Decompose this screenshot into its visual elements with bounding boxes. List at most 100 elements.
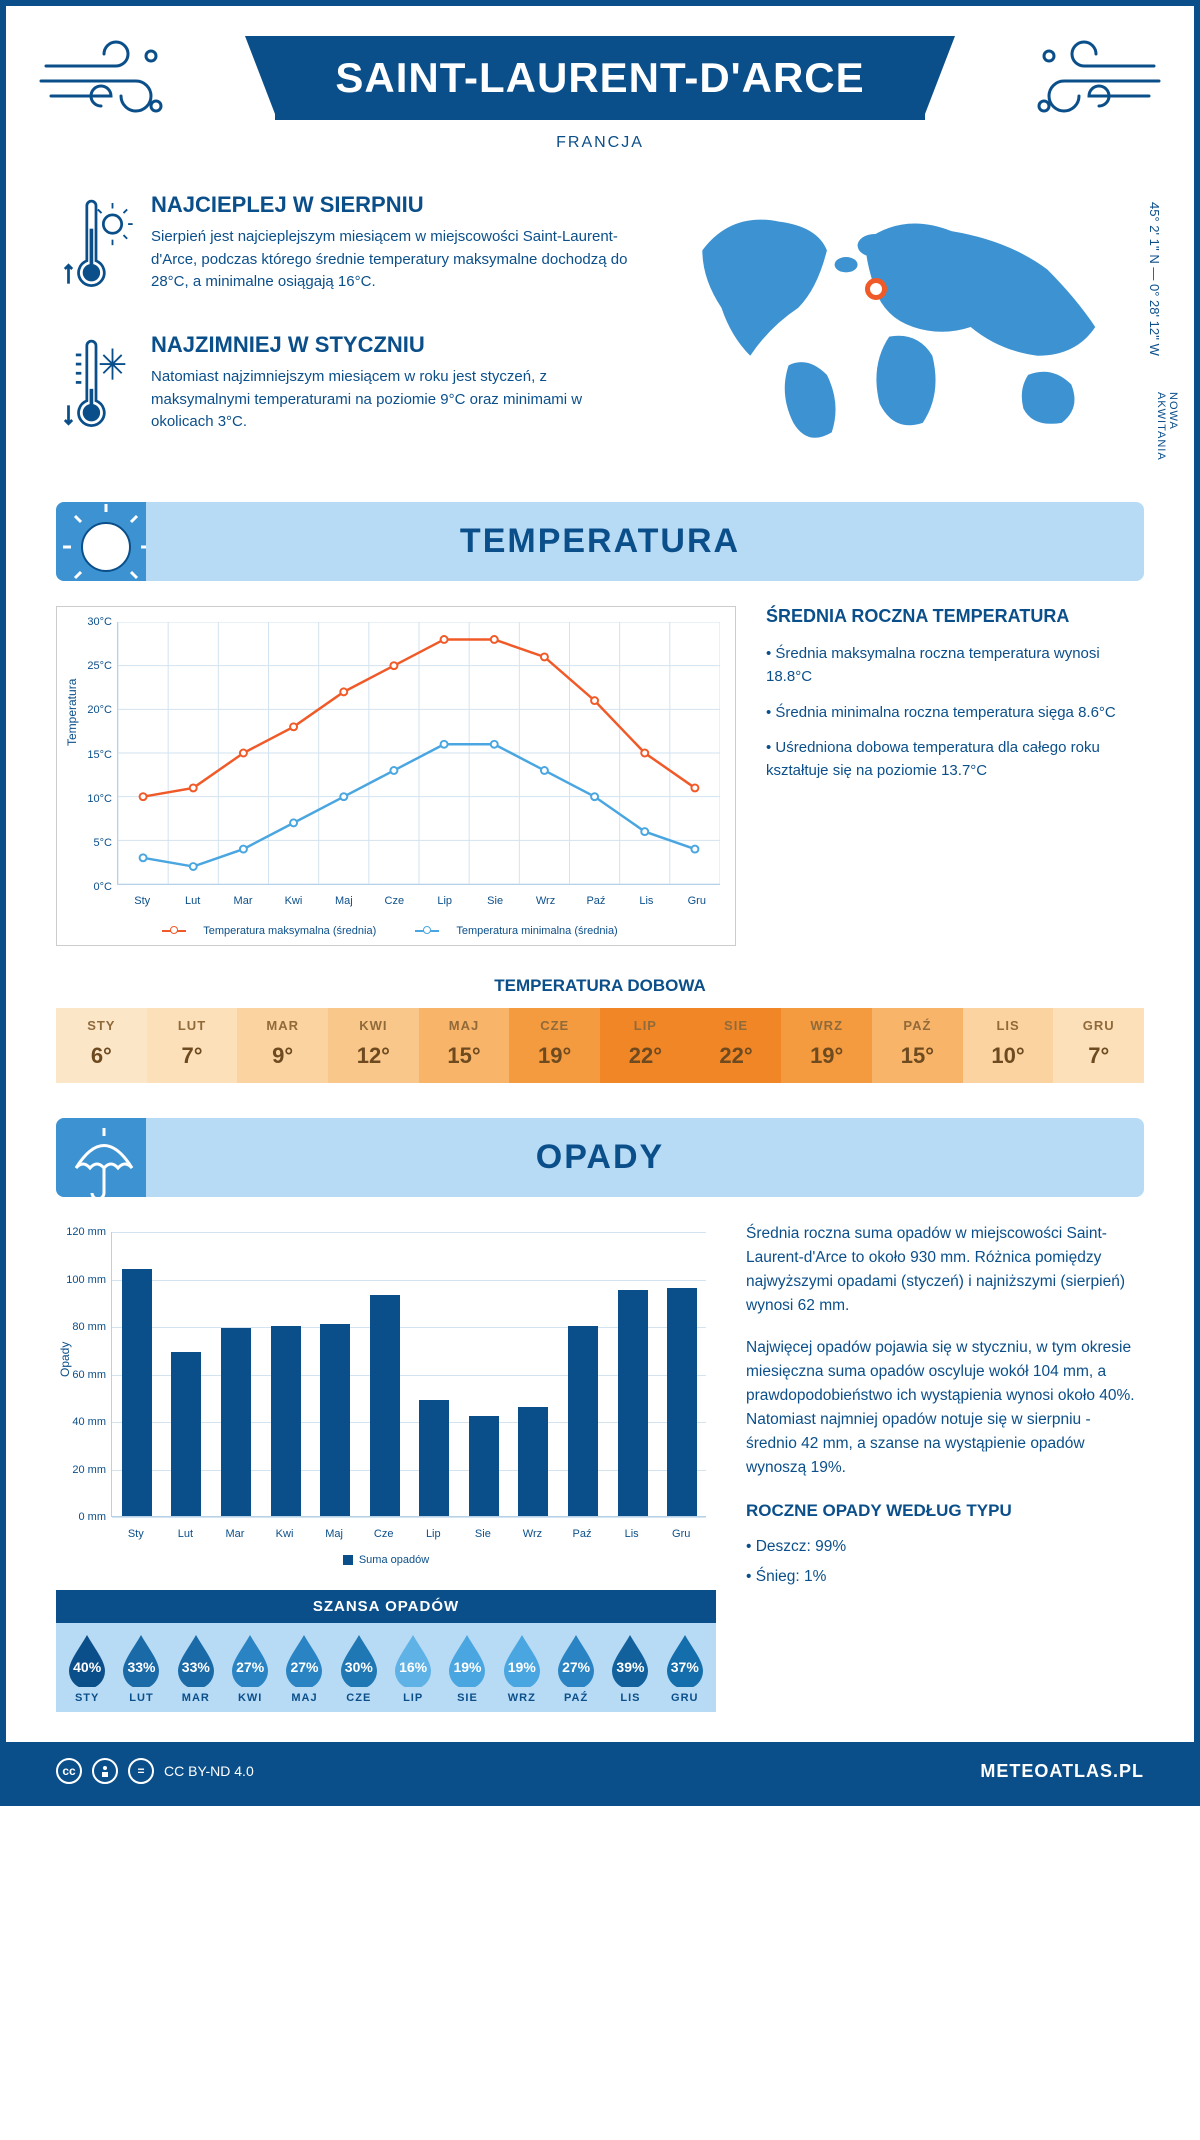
x-tick-label: Mar [234,895,253,907]
chance-value: 27% [554,1659,598,1675]
warmest-title: NAJCIEPLEJ W SIERPNIU [151,192,634,218]
x-tick-label: Cze [385,895,405,907]
annual-temp-bullet: • Średnia maksymalna roczna temperatura … [766,642,1144,689]
y-tick-label: 20 mm [66,1464,106,1476]
chance-value: 27% [282,1659,326,1675]
y-tick-label: 30°C [77,616,112,628]
annual-temp-bullet: • Uśredniona dobowa temperatura dla całe… [766,736,1144,783]
x-tick-label: Paź [586,895,605,907]
month-label: STY [60,1692,114,1704]
x-tick-label: Lip [426,1528,441,1540]
month-label: SIE [440,1692,494,1704]
drop-icon: 27% [228,1633,272,1687]
month-label: MAJ [419,1018,510,1033]
chance-row: 40%STY33%LUT33%MAR27%KWI27%MAJ30%CZE16%L… [56,1623,716,1712]
country-label: FRANCJA [46,134,1154,152]
x-tick-label: Kwi [276,1528,294,1540]
drop-icon: 19% [500,1633,544,1687]
by-icon [92,1758,118,1784]
precipitation-section-header: OPADY [56,1118,1144,1197]
chance-value: 39% [608,1659,652,1675]
umbrella-icon [56,1118,146,1197]
bar [122,1269,152,1516]
warmest-fact: NAJCIEPLEJ W SIERPNIU Sierpień jest najc… [56,192,634,307]
precip-type-item: • Śnieg: 1% [746,1565,1144,1589]
x-tick-label: Lis [639,895,653,907]
bar [568,1326,598,1516]
y-tick-label: 120 mm [66,1226,106,1238]
daily-temp-table: STY 6°LUT7°MAR9°KWI12°MAJ 15°CZE19°LIP22°S… [56,1008,1144,1083]
month-label: PAŹ [872,1018,963,1033]
coldest-text: Natomiast najzimniejszym miesiącem w rok… [151,366,634,434]
bar [518,1407,548,1516]
y-tick-label: 5°C [77,837,112,849]
region-label: NOWA AKWITANIA [1155,392,1179,467]
bar [271,1326,301,1516]
infographic-page: SAINT-LAURENT-D'ARCE FRANCJA [0,0,1200,1806]
daily-temp-cell: CZE19° [509,1008,600,1083]
drop-icon: 27% [282,1633,326,1687]
month-label: LIP [386,1692,440,1704]
month-label: STY [56,1018,147,1033]
world-map-block: 45° 2' 1'' N — 0° 28' 12'' W NOWA AKWITA… [664,192,1144,472]
daily-temp-cell: LIP22° [600,1008,691,1083]
world-map-icon [664,192,1124,462]
license-label: CC BY-ND 4.0 [164,1763,254,1779]
temperature-line-chart: Temperatura Temperatura maksymalna (śred… [56,606,736,946]
temp-value: 6° [56,1043,147,1069]
content: NAJCIEPLEJ W SIERPNIU Sierpień jest najc… [6,172,1194,1742]
temp-value: 9° [237,1043,328,1069]
x-tick-label: Wrz [523,1528,542,1540]
bar [221,1328,251,1516]
y-tick-label: 0°C [77,881,112,893]
bar [320,1324,350,1516]
month-label: KWI [223,1692,277,1704]
annual-temperature-block: ŚREDNIA ROCZNA TEMPERATURA • Średnia mak… [766,606,1144,946]
chance-value: 30% [337,1659,381,1675]
location-title: SAINT-LAURENT-D'ARCE [275,36,924,120]
y-tick-label: 40 mm [66,1416,106,1428]
daily-temp-cell: PAŹ15° [872,1008,963,1083]
y-tick-label: 25°C [77,660,112,672]
chance-cell: 39%LIS [603,1633,657,1704]
daily-temp-cell: MAR9° [237,1008,328,1083]
precipitation-text: Średnia roczna suma opadów w miejscowośc… [746,1222,1144,1712]
intro-row: NAJCIEPLEJ W SIERPNIU Sierpień jest najc… [56,192,1144,472]
drop-icon: 39% [608,1633,652,1687]
x-tick-label: Maj [325,1528,343,1540]
drop-icon: 27% [554,1633,598,1687]
x-tick-label: Cze [374,1528,394,1540]
month-label: MAR [169,1692,223,1704]
month-label: MAJ [277,1692,331,1704]
temp-value: 10° [963,1043,1054,1069]
daily-temp-title: TEMPERATURA DOBOWA [56,976,1144,996]
header: SAINT-LAURENT-D'ARCE FRANCJA [6,6,1194,172]
month-label: SIE [691,1018,782,1033]
daily-temp-cell: KWI12° [328,1008,419,1083]
sun-icon [56,502,146,581]
daily-temp-cell: LUT7° [147,1008,238,1083]
precipitation-left: Opady Suma opadów 0 mm20 mm40 mm60 mm80 … [56,1222,716,1712]
month-label: CZE [332,1692,386,1704]
precipitation-row: Opady Suma opadów 0 mm20 mm40 mm60 mm80 … [56,1222,1144,1712]
x-tick-label: Gru [688,895,706,907]
footer: cc = CC BY-ND 4.0 METEOATLAS.PL [6,1742,1194,1800]
bar [618,1290,648,1516]
drop-icon: 33% [174,1633,218,1687]
temp-value: 15° [419,1043,510,1069]
chance-cell: 33%LUT [114,1633,168,1704]
warmest-text: Sierpień jest najcieplejszym miesiącem w… [151,226,634,294]
x-tick-label: Sty [128,1528,144,1540]
chance-cell: 30% CZE [332,1633,386,1704]
thermometer-snow-icon [56,332,136,447]
month-label: GRU [658,1692,712,1704]
x-tick-label: Lut [185,895,200,907]
bar [419,1400,449,1516]
intro-facts: NAJCIEPLEJ W SIERPNIU Sierpień jest najc… [56,192,634,472]
temperature-section-header: TEMPERATURA [56,502,1144,581]
legend-label: Temperatura maksymalna (średnia) [203,925,376,937]
month-label: WRZ [781,1018,872,1033]
month-label: GRU [1053,1018,1144,1033]
temp-value: 22° [691,1043,782,1069]
chance-cell: 27% MAJ [277,1633,331,1704]
